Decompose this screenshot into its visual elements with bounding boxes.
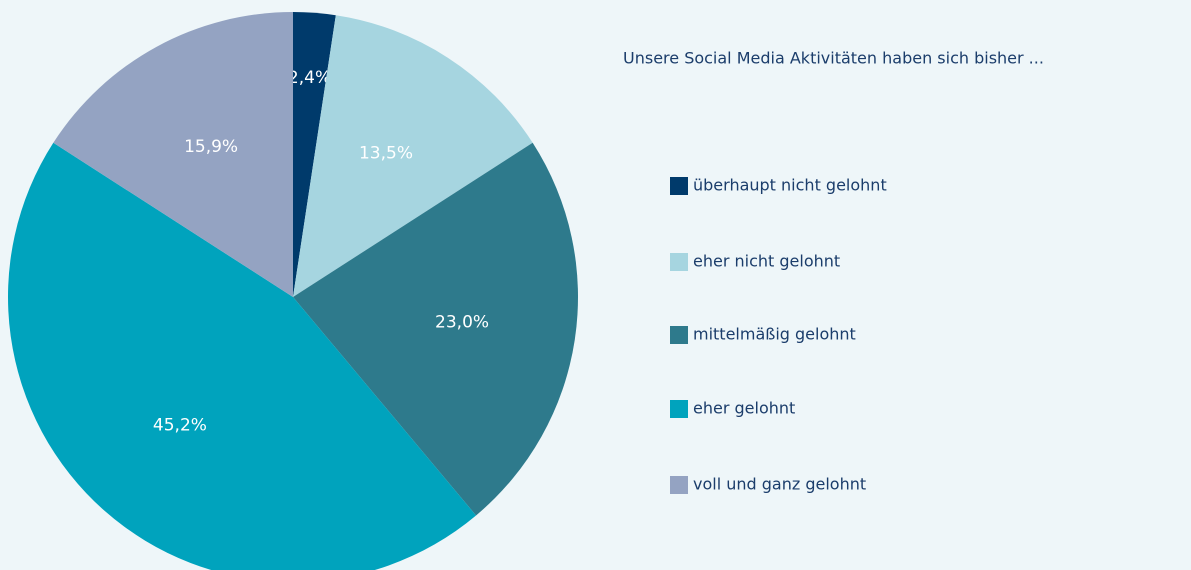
legend-label: voll und ganz gelohnt	[693, 475, 866, 494]
slice-label: 23,0%	[435, 313, 489, 333]
legend-label: eher nicht gelohnt	[693, 252, 840, 271]
legend-swatch	[670, 177, 688, 195]
pie-slice	[293, 12, 336, 297]
pie-slice	[293, 15, 533, 297]
legend-label: mittelmäßig gelohnt	[693, 325, 856, 344]
legend-swatch	[670, 326, 688, 344]
slice-label: 15,9%	[184, 137, 238, 157]
legend-label: überhaupt nicht gelohnt	[693, 176, 887, 195]
pie-slice	[8, 142, 477, 570]
pie-slice	[293, 142, 578, 516]
slice-label: 13,5%	[359, 143, 413, 163]
pie-slice	[53, 11, 293, 297]
legend-label: eher gelohnt	[693, 399, 795, 418]
legend-swatch	[670, 253, 688, 271]
legend-swatch	[670, 400, 688, 418]
legend-swatch	[670, 476, 688, 494]
slice-label: 2,4%	[288, 68, 331, 88]
legend-title: Unsere Social Media Aktivitäten haben si…	[623, 49, 1044, 68]
slice-label: 45,2%	[153, 415, 207, 435]
